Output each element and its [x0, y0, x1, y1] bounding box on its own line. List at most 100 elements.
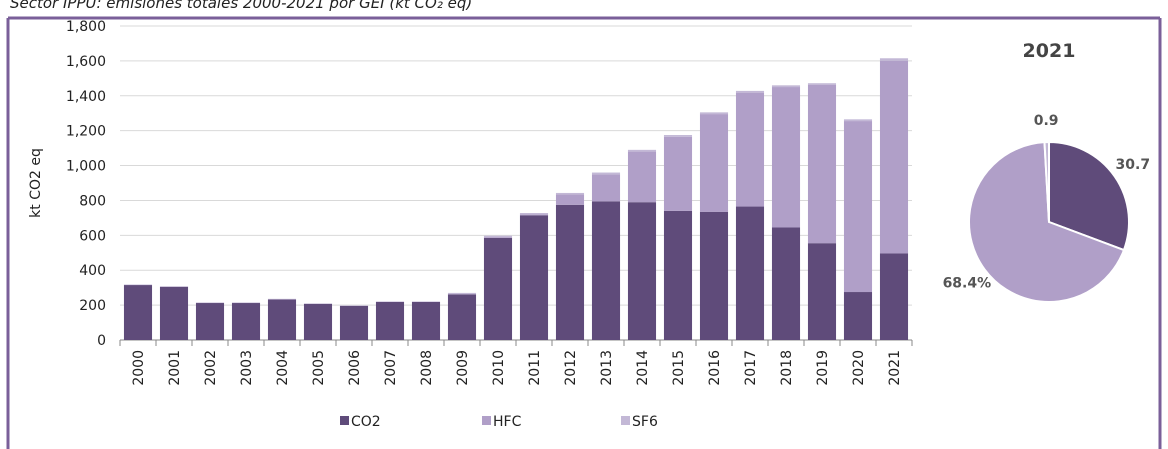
- bar-segment: [735, 206, 765, 340]
- bar-segment: [159, 286, 189, 287]
- x-tick-label: 2017: [743, 350, 759, 386]
- bar-segment: [339, 305, 369, 306]
- pie-title: 2021: [1023, 40, 1076, 62]
- bar-segment: [879, 253, 909, 340]
- x-tick-label: 2002: [203, 350, 219, 386]
- bar-segment: [267, 298, 297, 300]
- y-tick-label: 0: [97, 333, 106, 349]
- y-axis-label: kt CO2 eq: [28, 148, 44, 218]
- x-tick-label: 2000: [131, 350, 147, 386]
- x-tick-label: 2005: [311, 350, 327, 386]
- pie-label: 68.4%: [943, 275, 992, 291]
- bar-segment: [375, 301, 405, 340]
- x-tick-label: 2011: [527, 350, 543, 386]
- bar-segment: [807, 243, 837, 340]
- x-tick-label: 2007: [383, 350, 399, 386]
- x-tick-label: 2010: [491, 350, 507, 386]
- bar-segment: [303, 303, 333, 340]
- bar-segment: [195, 303, 225, 340]
- bar-segment: [699, 114, 729, 212]
- bar-segment: [555, 192, 585, 195]
- y-tick-label: 1,600: [66, 54, 106, 70]
- x-tick-label: 2009: [455, 350, 471, 386]
- bar-segment: [807, 84, 837, 244]
- bar-segment: [267, 299, 297, 340]
- bar-segment: [699, 112, 729, 115]
- bar-segment: [483, 235, 513, 238]
- y-tick-label: 1,800: [66, 19, 106, 35]
- bar-segment: [663, 136, 693, 211]
- bar-segment: [879, 60, 909, 254]
- pie-slice: [1048, 140, 1130, 252]
- y-tick-label: 1,000: [66, 159, 106, 175]
- x-tick-label: 2015: [671, 350, 687, 386]
- bar-segment: [159, 286, 189, 340]
- bar-segment: [843, 119, 873, 122]
- x-tick-label: 2013: [599, 350, 615, 386]
- y-tick-label: 200: [79, 298, 106, 314]
- bar-segment: [519, 215, 549, 340]
- legend-label: CO2: [351, 414, 381, 430]
- y-tick-label: 800: [79, 193, 106, 209]
- x-tick-label: 2019: [815, 350, 831, 386]
- bar-segment: [555, 204, 585, 340]
- legend-swatch: [482, 416, 491, 425]
- bar-segment: [339, 305, 369, 340]
- bar-segment: [519, 214, 549, 216]
- bar-segment: [303, 303, 333, 304]
- pie-slice: [968, 141, 1126, 303]
- bar-segment: [447, 294, 477, 340]
- bar-segment: [735, 92, 765, 207]
- bar-segment: [123, 284, 153, 286]
- legend-label: HFC: [493, 414, 522, 430]
- x-tick-label: 2014: [635, 350, 651, 386]
- pie-label: 30.7: [1116, 157, 1151, 173]
- bar-segment: [231, 303, 261, 340]
- bar-segment: [807, 83, 837, 85]
- x-tick-label: 2018: [779, 350, 795, 386]
- bar-segment: [411, 301, 441, 302]
- y-tick-label: 600: [79, 228, 106, 244]
- bar-segment: [699, 211, 729, 340]
- x-tick-label: 2004: [275, 350, 291, 386]
- x-tick-label: 2006: [347, 350, 363, 386]
- pie-slice: [1043, 140, 1050, 223]
- bar-segment: [483, 237, 513, 340]
- bar-segment: [231, 302, 261, 304]
- legend-swatch: [340, 416, 349, 425]
- bar-segment: [591, 174, 621, 202]
- bar-segment: [447, 292, 477, 295]
- bar-segment: [591, 201, 621, 340]
- bar-segment: [483, 237, 513, 238]
- bar-segment: [771, 87, 801, 228]
- pie-label: 0.9: [1034, 113, 1059, 129]
- bar-segment: [771, 85, 801, 88]
- bar-segment: [627, 149, 657, 152]
- bar-segment: [555, 194, 585, 205]
- bar-segment: [663, 135, 693, 137]
- x-tick-label: 2016: [707, 350, 723, 386]
- bar-segment: [843, 121, 873, 293]
- x-tick-label: 2001: [167, 350, 183, 386]
- bar-segment: [663, 210, 693, 340]
- bar-segment: [771, 227, 801, 340]
- bar-segment: [195, 302, 225, 304]
- chart-title: Sector IPPU: emisiones totales 2000-2021…: [10, 0, 472, 12]
- bar-segment: [375, 301, 405, 302]
- x-tick-label: 2012: [563, 350, 579, 386]
- bar-segment: [411, 301, 441, 340]
- bar-segment: [627, 151, 657, 203]
- bar-segment: [843, 292, 873, 340]
- x-tick-label: 2020: [851, 350, 867, 386]
- y-tick-label: 1,400: [66, 89, 106, 105]
- legend-label: SF6: [632, 414, 658, 430]
- bar-segment: [519, 213, 549, 215]
- y-tick-label: 1,200: [66, 124, 106, 140]
- legend-swatch: [621, 416, 630, 425]
- bar-segment: [627, 202, 657, 340]
- bar-segment: [735, 90, 765, 93]
- y-tick-label: 400: [79, 263, 106, 279]
- bar-segment: [591, 172, 621, 175]
- x-tick-label: 2008: [419, 350, 435, 386]
